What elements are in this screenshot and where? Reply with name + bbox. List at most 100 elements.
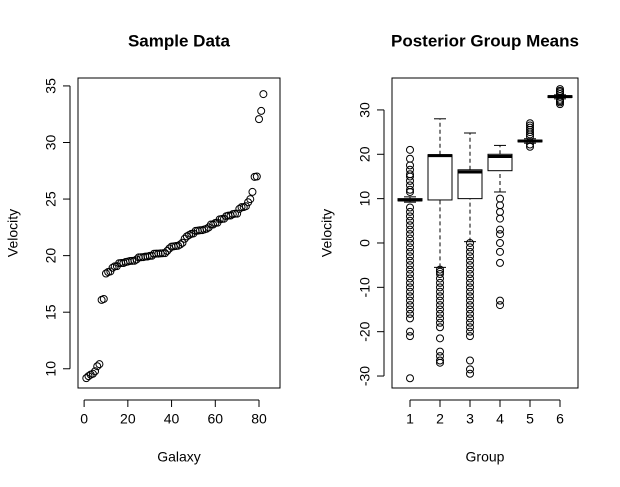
point (161, 249, 170, 258)
point (84, 372, 93, 381)
plot-frame (391, 77, 579, 389)
x-tick-label: 20 (120, 411, 136, 427)
outlier (466, 287, 474, 296)
outlier (526, 119, 534, 128)
outlier (406, 216, 414, 225)
y-tick-label: 20 (43, 248, 59, 264)
point (255, 115, 264, 124)
x-axis-label: Galaxy (157, 449, 201, 465)
y-tick-label: -20 (357, 321, 373, 341)
outlier (406, 243, 414, 252)
y-tick-label: 15 (43, 304, 59, 320)
outlier (406, 185, 414, 194)
outlier (406, 261, 414, 270)
point (176, 240, 185, 249)
point (95, 360, 104, 369)
outlier (466, 332, 474, 341)
outlier (466, 314, 474, 323)
point (235, 204, 244, 213)
x-tick-label: 6 (556, 411, 564, 427)
outlier (406, 314, 414, 323)
y-tick-label: 30 (43, 134, 59, 150)
x-tick-label: 2 (436, 411, 444, 427)
point (241, 202, 250, 211)
outlier (496, 296, 504, 305)
outlier (496, 194, 504, 203)
point (93, 362, 102, 371)
x-tick-label: 4 (496, 411, 504, 427)
outlier (406, 145, 414, 154)
outlier (436, 347, 444, 356)
outlier (466, 296, 474, 305)
outlier (466, 292, 474, 301)
y-tick-label: -10 (357, 277, 373, 297)
outlier (466, 270, 474, 279)
point (99, 294, 108, 303)
outlier (406, 212, 414, 221)
outlier (406, 283, 414, 292)
outlier (406, 332, 414, 341)
outlier (406, 234, 414, 243)
point (237, 203, 246, 212)
outlier (406, 238, 414, 247)
outlier (436, 274, 444, 283)
outlier (436, 287, 444, 296)
outlier (436, 323, 444, 332)
point (230, 209, 239, 218)
outlier (466, 238, 474, 247)
outlier (526, 140, 534, 149)
chart-title: Sample Data (128, 31, 231, 50)
outlier (556, 85, 564, 94)
y-axis-label: Velocity (5, 209, 21, 257)
outlier (496, 230, 504, 239)
outlier (406, 176, 414, 185)
point (233, 209, 242, 218)
outlier (406, 207, 414, 216)
point (108, 263, 117, 272)
outlier (466, 327, 474, 336)
point (185, 231, 194, 240)
outlier (466, 309, 474, 318)
y-tick-label: 10 (43, 361, 59, 377)
box (427, 154, 453, 201)
outlier (436, 318, 444, 327)
outlier (496, 301, 504, 310)
x-tick-label: 80 (251, 411, 267, 427)
point (88, 369, 97, 378)
outlier (436, 296, 444, 305)
outlier (436, 356, 444, 365)
outlier (436, 309, 444, 318)
outlier (436, 278, 444, 287)
y-tick-label: 20 (357, 146, 373, 162)
outlier (466, 243, 474, 252)
outlier (526, 142, 534, 151)
outlier (466, 301, 474, 310)
outlier (406, 309, 414, 318)
outlier (526, 123, 534, 132)
outlier (436, 314, 444, 323)
outlier (406, 287, 414, 296)
outlier (406, 252, 414, 261)
x-tick-label: 3 (466, 411, 474, 427)
outlier (406, 154, 414, 163)
outlier (406, 230, 414, 239)
y-tick-label: 25 (43, 191, 59, 207)
y-tick-label: 10 (357, 191, 373, 207)
outlier (406, 305, 414, 314)
outlier (406, 265, 414, 274)
outlier (406, 274, 414, 283)
outlier (496, 258, 504, 267)
outlier (406, 172, 414, 181)
y-tick-label: -30 (357, 366, 373, 386)
point (246, 195, 255, 204)
outlier (436, 270, 444, 279)
outlier (466, 256, 474, 265)
box (457, 169, 483, 200)
outlier (466, 323, 474, 332)
outlier (526, 121, 534, 130)
outlier (406, 161, 414, 170)
outlier (466, 247, 474, 256)
outlier (406, 270, 414, 279)
outlier (496, 207, 504, 216)
x-tick-label: 60 (208, 411, 224, 427)
